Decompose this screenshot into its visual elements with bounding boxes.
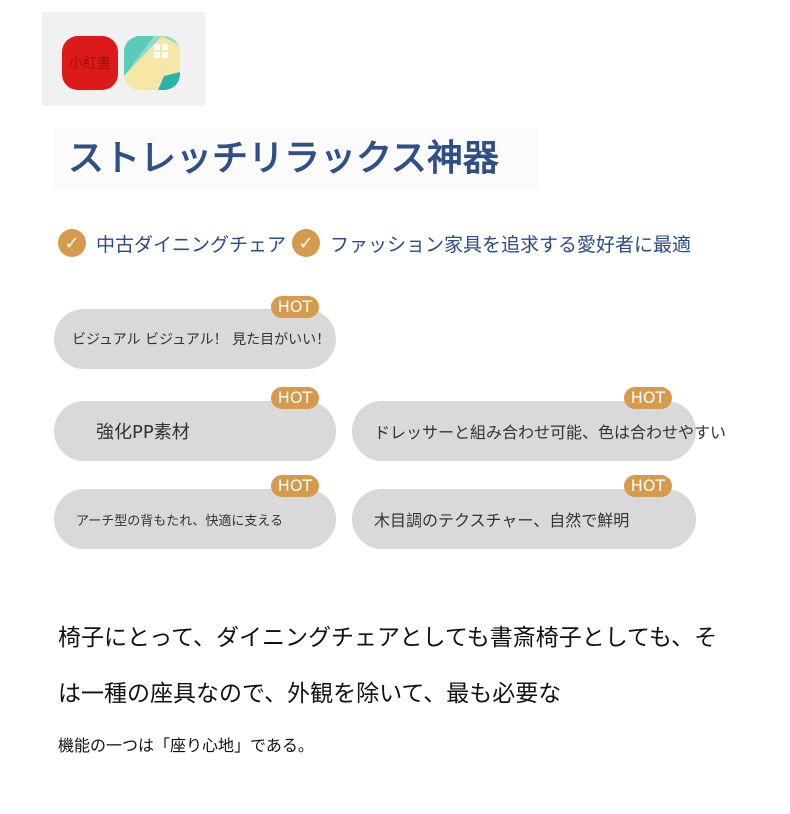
hot-badge: HOT [624,387,672,409]
hot-badge: HOT [624,475,672,497]
home-icon [124,36,180,90]
hot-badge: HOT [271,296,319,318]
logo-text: 小紅書 [69,56,111,72]
feature-2: ✓ ファッション家具を追求する愛好者に最適 [292,228,691,258]
tag-text: アーチ型の背もたれ、快適に支える [76,513,283,529]
paragraph-line: 機能の一つは「座り心地」である。 [58,736,314,755]
tag-text: ドレッサーと組み合わせ可能、色は合わせやすい [374,423,727,442]
tag-pill: ドレッサーと組み合わせ可能、色は合わせやすい [352,401,726,461]
tag-text: 木目調のテクスチャー、自然で鮮明 [374,511,630,530]
paragraph-line: は一種の座具なので、外観を除いて、最も必要な [58,681,562,707]
hot-badge: HOT [271,387,319,409]
feature-1: ✓ 中古ダイニングチェア [58,228,286,258]
xiaohongshu-logo: 小紅書 [62,36,118,90]
check-icon: ✓ [292,229,320,257]
tag-pill: アーチ型の背もたれ、快適に支える [54,489,336,549]
tag-text: 強化PP素材 [96,422,190,443]
home-app-logo [124,36,180,90]
feature-text: ファッション家具を追求する愛好者に最適 [330,233,692,256]
tag-pill: 強化PP素材 [54,401,336,461]
check-icon: ✓ [58,229,86,257]
paragraph-line: 椅子にとって、ダイニングチェアとしても書斎椅子としても、そ [58,625,718,651]
hot-badge: HOT [271,475,319,497]
tag-pill: ビジュアル ビジュアル！ 見た目がいい！ [54,309,336,369]
tag-pill: 木目調のテクスチャー、自然で鮮明 [352,489,696,549]
page-title: ストレッチリラックス神器 [54,128,538,190]
tag-text: ビジュアル ビジュアル！ 見た目がいい！ [72,332,331,348]
feature-text: 中古ダイニングチェア [96,233,287,256]
